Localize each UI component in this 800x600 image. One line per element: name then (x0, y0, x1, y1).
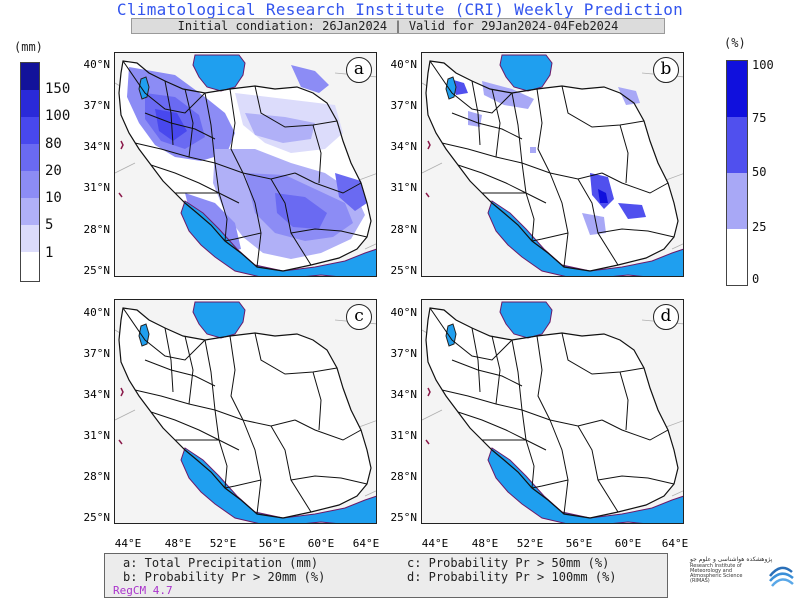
left-colorbar-swatch-4 (21, 171, 39, 198)
left-colorbar-label: 1 (45, 245, 54, 261)
panel-map-svg (115, 53, 376, 276)
left-colorbar-swatch-1 (21, 90, 39, 117)
left-colorbar-label: 100 (45, 108, 71, 124)
lat-tick-label: 28°N (390, 470, 418, 483)
lon-tick-label: 44°E (421, 537, 449, 550)
map-panel-c: c (114, 299, 377, 524)
lat-tick-label: 37°N (83, 99, 111, 112)
legend-item-b: b: Probability Pr > 20mm (%) (123, 570, 326, 584)
right-colorbar-swatch-3 (727, 229, 747, 285)
lat-tick-label: 40°N (390, 306, 418, 319)
right-colorbar-label: 100 (752, 58, 774, 72)
lat-tick-label: 34°N (390, 140, 418, 153)
lat-tick-label: 34°N (390, 388, 418, 401)
legend-item-d: d: Probability Pr > 100mm (%) (407, 570, 617, 584)
left-colorbar-label: 80 (45, 136, 62, 152)
lon-tick-label: 60°E (614, 537, 642, 550)
right-colorbar-label: 75 (752, 111, 767, 125)
logo-emblem-icon (769, 566, 794, 587)
panel-map-svg (422, 53, 683, 276)
map-panel-b: b (421, 52, 684, 277)
right-colorbar-unit: (%) (724, 36, 746, 50)
left-colorbar-label: 20 (45, 163, 62, 179)
lon-tick-label: 64°E (352, 537, 380, 550)
map-panel-d: d (421, 299, 684, 524)
lat-tick-label: 25°N (390, 511, 418, 524)
lat-tick-label: 34°N (83, 388, 111, 401)
lat-tick-label: 40°N (83, 58, 111, 71)
panel-label: a (346, 57, 372, 83)
legend-item-a: a: Total Precipitation (mm) (123, 556, 319, 570)
right-colorbar-swatch-2 (727, 173, 747, 229)
left-colorbar-label: 5 (45, 217, 54, 233)
left-colorbar (20, 62, 40, 282)
lat-tick-label: 40°N (83, 306, 111, 319)
model-name: RegCM 4.7 (113, 584, 173, 597)
lat-tick-label: 37°N (83, 347, 111, 360)
left-colorbar-swatch-0 (21, 63, 39, 90)
lat-tick-label: 34°N (83, 140, 111, 153)
left-colorbar-swatch-6 (21, 225, 39, 252)
lon-tick-label: 64°E (661, 537, 689, 550)
lat-tick-label: 28°N (83, 223, 111, 236)
lat-tick-label: 37°N (390, 99, 418, 112)
right-colorbar-swatch-0 (727, 61, 747, 117)
panel-label: b (653, 57, 679, 83)
right-colorbar-label: 0 (752, 272, 760, 286)
right-colorbar-label: 25 (752, 220, 767, 234)
lat-tick-label: 25°N (83, 264, 111, 277)
lat-tick-label: 31°N (83, 429, 111, 442)
lon-tick-label: 52°E (516, 537, 544, 550)
logo-english-text: Research Institute of Meteorology and At… (690, 563, 743, 584)
lat-tick-label: 28°N (390, 223, 418, 236)
lat-tick-label: 31°N (390, 429, 418, 442)
legend-item-c: c: Probability Pr > 50mm (%) (407, 556, 610, 570)
lat-tick-label: 25°N (390, 264, 418, 277)
lat-tick-label: 31°N (390, 181, 418, 194)
lon-tick-label: 56°E (565, 537, 593, 550)
page-title: Climatological Research Institute (CRI) … (116, 0, 684, 19)
panel-map-svg (115, 300, 376, 523)
right-colorbar-swatch-1 (727, 117, 747, 173)
left-colorbar-swatch-3 (21, 144, 39, 171)
lon-tick-label: 52°E (209, 537, 237, 550)
left-colorbar-swatch-2 (21, 117, 39, 144)
logo-persian-text: پژوهشکده هواشناسی و علوم جو (690, 556, 773, 563)
lat-tick-label: 40°N (390, 58, 418, 71)
left-colorbar-swatch-7 (21, 252, 39, 281)
lat-tick-label: 25°N (83, 511, 111, 524)
map-panel-a: a (114, 52, 377, 277)
lon-tick-label: 48°E (471, 537, 499, 550)
right-colorbar-label: 50 (752, 165, 767, 179)
right-colorbar (726, 60, 748, 286)
panel-label: d (653, 304, 679, 330)
legend-box: a: Total Precipitation (mm) b: Probabili… (104, 553, 668, 598)
panel-label: c (346, 304, 372, 330)
lon-tick-label: 60°E (307, 537, 335, 550)
lat-tick-label: 28°N (83, 470, 111, 483)
left-colorbar-unit: (mm) (14, 40, 43, 54)
lon-tick-label: 56°E (258, 537, 286, 550)
left-colorbar-swatch-5 (21, 198, 39, 225)
lon-tick-label: 48°E (164, 537, 192, 550)
institute-logo: پژوهشکده هواشناسی و علوم جو Research Ins… (690, 556, 798, 596)
page-subtitle: Initial condiation: 26Jan2024 | Valid fo… (131, 18, 665, 34)
lon-tick-label: 44°E (114, 537, 142, 550)
lat-tick-label: 31°N (83, 181, 111, 194)
panel-map-svg (422, 300, 683, 523)
left-colorbar-label: 150 (45, 81, 71, 97)
lat-tick-label: 37°N (390, 347, 418, 360)
left-colorbar-label: 10 (45, 190, 62, 206)
